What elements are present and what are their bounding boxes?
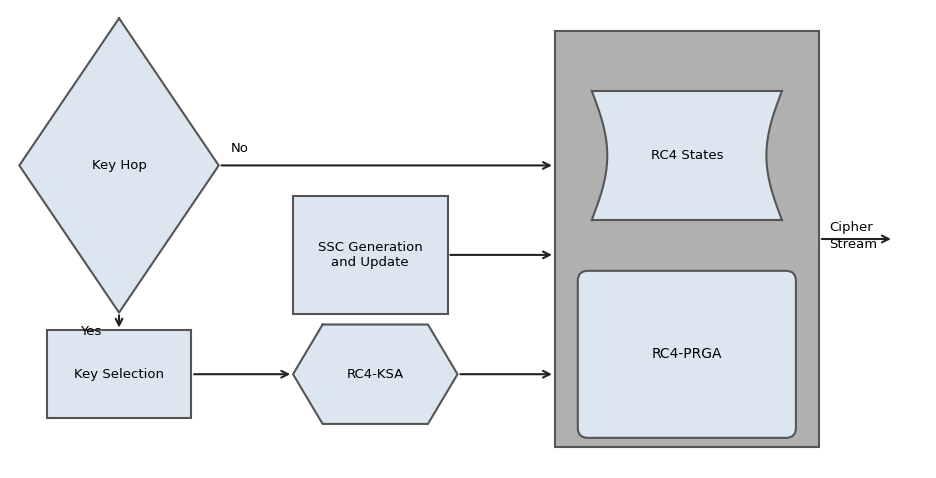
- Bar: [47, 330, 191, 418]
- Text: Key Hop: Key Hop: [92, 159, 146, 172]
- Text: Key Selection: Key Selection: [74, 368, 164, 380]
- Text: RC4-PRGA: RC4-PRGA: [651, 348, 722, 361]
- Polygon shape: [293, 325, 458, 424]
- FancyBboxPatch shape: [578, 271, 796, 438]
- Text: RC4 States: RC4 States: [651, 149, 724, 162]
- Text: SSC Generation
and Update: SSC Generation and Update: [318, 241, 423, 269]
- Text: RC4-KSA: RC4-KSA: [346, 368, 404, 380]
- Polygon shape: [20, 18, 219, 313]
- Polygon shape: [592, 91, 782, 220]
- Bar: [293, 196, 447, 314]
- Text: Cipher
Stream: Cipher Stream: [829, 221, 877, 251]
- Text: Yes: Yes: [80, 325, 102, 337]
- Text: No: No: [230, 142, 249, 155]
- Bar: [555, 31, 819, 447]
